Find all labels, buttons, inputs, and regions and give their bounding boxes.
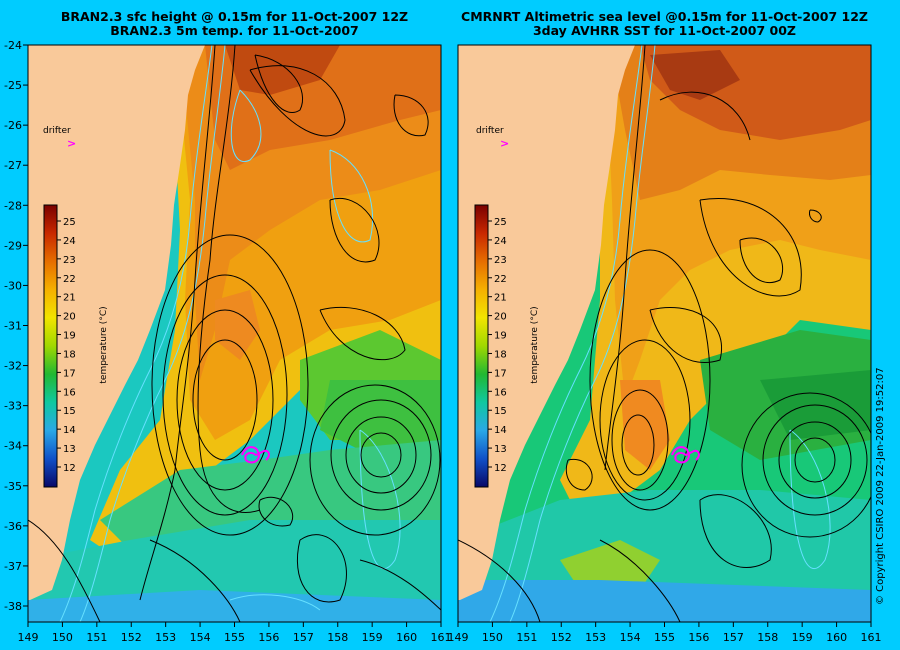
right-panel-title: CMRNRT Altimetric sea level @0.15m for 1… [458, 10, 871, 38]
colorbar-tick-label: 24 [63, 236, 76, 247]
lat-tick-label: -26 [4, 119, 22, 132]
lon-tick-label: 151 [86, 631, 107, 644]
colorbar-tick-label: 19 [63, 331, 76, 342]
colorbar-tick-label: 22 [494, 274, 507, 285]
lon-tick-label: 155 [654, 631, 675, 644]
lat-tick-label: -33 [4, 400, 22, 413]
lon-tick-label: 156 [258, 631, 279, 644]
colorbar-tick-label: 21 [63, 293, 76, 304]
colorbar-tick-label: 15 [494, 406, 507, 417]
colorbar-tick-label: 22 [63, 274, 76, 285]
lon-tick-label: 160 [396, 631, 417, 644]
colorbar-tick-label: 16 [63, 387, 76, 398]
colorbar-tick-label: 25 [63, 217, 76, 228]
lat-tick-label: -36 [4, 520, 22, 533]
right-title-line2: 3day AVHRR SST for 11-Oct-2007 00Z [532, 23, 796, 38]
colorbar-tick-label: 14 [494, 425, 507, 436]
lat-tick-label: -30 [4, 279, 22, 292]
colorbar-tick-label: 14 [63, 425, 76, 436]
bathymetry-contours-right [489, 45, 831, 622]
ssh-contours [28, 45, 441, 622]
colorbar-tick-label: 12 [63, 463, 76, 474]
lon-tick-label: 158 [327, 631, 348, 644]
lon-tick-label: 156 [688, 631, 709, 644]
right-colorbar [474, 204, 489, 488]
colorbar-tick-label: 17 [494, 368, 507, 379]
lon-tick-label: 153 [155, 631, 176, 644]
lat-tick-label: -29 [4, 239, 22, 252]
lat-tick-label: -35 [4, 480, 22, 493]
colorbar-tick-label: 16 [494, 387, 507, 398]
lon-tick-label: 150 [52, 631, 73, 644]
left-title-line2: BRAN2.3 5m temp. for 11-Oct-2007 [110, 23, 359, 38]
left-drifter-label: drifter [43, 126, 71, 136]
ssh-contours-right [458, 45, 871, 622]
lat-tick-label: -32 [4, 360, 22, 373]
lon-tick-label: 149 [448, 631, 469, 644]
lon-tick-label: 160 [826, 631, 847, 644]
left-panel-title: BRAN2.3 sfc height @ 0.15m for 11-Oct-20… [28, 10, 441, 38]
colorbar-tick-label: 20 [63, 312, 76, 323]
colorbar-tick-label: 19 [494, 331, 507, 342]
left-map: drifter > 25 24 23 22 21 20 19 18 17 16 15 14 13 12 t… [27, 44, 442, 623]
lat-tick-label: -38 [4, 600, 22, 613]
colorbar-tick-label: 24 [494, 236, 507, 247]
left-drifter-marker: > [67, 137, 76, 150]
latitude-axis: -24 -25 -26 -27 -28 -29 -30 -31 -32 -33 -34 -35 -36 -… [4, 39, 28, 613]
colorbar-tick-label: 18 [494, 349, 507, 360]
lon-tick-label: 161 [431, 631, 452, 644]
lon-tick-label: 157 [293, 631, 314, 644]
lon-tick-label: 161 [861, 631, 882, 644]
land-mass [28, 45, 205, 600]
lon-tick-label: 154 [620, 631, 641, 644]
lon-tick-label: 152 [121, 631, 142, 644]
colorbar-tick-label: 17 [63, 368, 76, 379]
lat-tick-label: -28 [4, 199, 22, 212]
colorbar-tick-label: 23 [63, 255, 76, 266]
right-title-line1: CMRNRT Altimetric sea level @0.15m for 1… [461, 9, 868, 24]
drifter-track-right [671, 446, 700, 464]
left-colorbar [43, 204, 58, 488]
lon-tick-label: 157 [723, 631, 744, 644]
colorbar-tick-label: 25 [494, 217, 507, 228]
lat-tick-label: -34 [4, 440, 22, 453]
drifter-track [241, 446, 270, 464]
colorbar-tick-label: 12 [494, 463, 507, 474]
right-drifter-label: drifter [476, 126, 504, 136]
colorbar-tick-label: 13 [494, 444, 507, 455]
copyright-notice: © Copyright CSIRO 2009 22-Jan-2009 19:52… [875, 367, 886, 605]
lon-tick-label: 158 [757, 631, 778, 644]
lat-tick-label: -24 [4, 39, 22, 52]
left-title-line1: BRAN2.3 sfc height @ 0.15m for 11-Oct-20… [60, 9, 409, 24]
colorbar-tick-label: 23 [494, 255, 507, 266]
left-colorbar-label: temperature (°C) [99, 306, 109, 383]
right-drifter-marker: > [500, 137, 509, 150]
right-longitude-axis: 149 150 151 152 153 154 155 156 157 158 159 160 161 [448, 622, 882, 644]
lat-tick-label: -31 [4, 320, 22, 333]
lon-tick-label: 159 [792, 631, 813, 644]
colorbar-tick-label: 18 [63, 349, 76, 360]
left-longitude-axis: 149 150 151 152 153 154 155 156 157 158 159 160 161 [18, 622, 452, 644]
colorbar-tick-label: 15 [63, 406, 76, 417]
colorbar-tick-label: 21 [494, 293, 507, 304]
lat-tick-label: -27 [4, 159, 22, 172]
colorbar-tick-label: 13 [63, 444, 76, 455]
lon-tick-label: 150 [482, 631, 503, 644]
colorbar-tick-label: 20 [494, 312, 507, 323]
lon-tick-label: 153 [585, 631, 606, 644]
land-mass-right [458, 45, 635, 600]
lat-tick-label: -37 [4, 560, 22, 573]
lat-tick-label: -25 [4, 79, 22, 92]
right-colorbar-ticks: 25 24 23 22 21 20 19 18 17 16 15 14 13 12 [488, 217, 507, 474]
lon-tick-label: 152 [551, 631, 572, 644]
lon-tick-label: 154 [190, 631, 211, 644]
left-colorbar-ticks: 25 24 23 22 21 20 19 18 17 16 15 14 13 12 [57, 217, 76, 474]
lon-tick-label: 151 [516, 631, 537, 644]
lon-tick-label: 155 [224, 631, 245, 644]
right-map: drifter > 25 24 23 22 21 20 19 18 17 16 15 14 13 12 t… [457, 44, 872, 623]
lon-tick-label: 149 [18, 631, 39, 644]
lon-tick-label: 159 [362, 631, 383, 644]
right-colorbar-label: temperature (°C) [530, 306, 540, 383]
